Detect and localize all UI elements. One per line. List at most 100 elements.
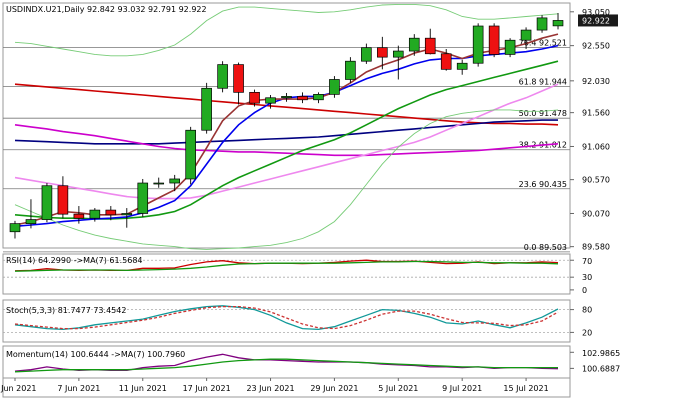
- candle: [153, 177, 165, 188]
- candle-body: [472, 25, 484, 64]
- candle: [313, 92, 324, 104]
- date-label: 23 Jun 2021: [246, 384, 294, 393]
- candle-body: [73, 213, 85, 219]
- candle: [504, 38, 516, 58]
- candle-body: [185, 129, 196, 180]
- candle-body: [169, 178, 181, 184]
- candle-body: [361, 47, 372, 62]
- candle-body: [137, 182, 149, 214]
- candle-body: [233, 64, 244, 93]
- date-label: 1 Jun 2021: [0, 384, 37, 393]
- candle-body: [89, 209, 101, 219]
- date-label: 11 Jun 2021: [119, 384, 167, 393]
- candle: [361, 43, 372, 64]
- candle: [392, 45, 404, 80]
- candle-body: [504, 39, 516, 55]
- candle: [25, 199, 37, 229]
- candle-body: [153, 182, 165, 185]
- candle-body: [281, 96, 292, 99]
- candle-body: [105, 209, 117, 216]
- panel-tick-label: 70: [582, 257, 592, 266]
- candle: [472, 23, 484, 67]
- panel-frame-1: [2, 253, 571, 295]
- candle-body: [536, 17, 548, 31]
- candle-body: [440, 53, 452, 70]
- candle: [105, 206, 117, 221]
- candle-body: [520, 29, 532, 41]
- panel-tick-label: 102.9865: [582, 349, 620, 358]
- candle-body: [313, 94, 324, 101]
- candle: [536, 15, 548, 33]
- overlay-line: [14, 83, 559, 200]
- candle-body: [456, 62, 468, 70]
- date-axis-frame: [2, 377, 571, 398]
- price-tick-label: 90.570: [582, 176, 610, 185]
- candle: [57, 176, 69, 219]
- candle: [201, 82, 212, 134]
- candle: [424, 28, 436, 55]
- fib-label: 23.6 90.435: [519, 180, 567, 189]
- candle: [329, 76, 340, 98]
- candle: [185, 126, 196, 185]
- fib-label: 61.8 91.944: [519, 78, 567, 87]
- fib-label: 76.4 92.521: [519, 39, 567, 48]
- stoch-label: Stoch(5,3,3) 81.7477 73.4542: [6, 306, 126, 315]
- indicator-line: [14, 358, 558, 373]
- candle: [233, 62, 244, 105]
- candle: [73, 206, 85, 224]
- candle: [520, 27, 532, 50]
- candle: [552, 13, 564, 30]
- candle-body: [57, 185, 69, 215]
- price-tick-label: 92.550: [582, 42, 610, 51]
- panel-tick-label: 80: [582, 306, 592, 315]
- candle-body: [121, 213, 133, 216]
- candle: [121, 208, 133, 228]
- candle: [297, 92, 308, 104]
- symbol-label: USDINDX.U21,Daily 92.842 93.032 92.791 9…: [6, 5, 207, 14]
- overlay-line: [14, 119, 558, 145]
- date-label: 9 Jul 2021: [442, 384, 482, 393]
- candle-body: [552, 20, 564, 27]
- candle: [345, 57, 356, 83]
- candle: [265, 95, 276, 109]
- rsi-label: RSI(14) 64.2990 ->MA(7) 61.5684: [6, 256, 143, 265]
- overlay-line: [14, 124, 559, 157]
- candle-body: [424, 37, 436, 55]
- candle: [169, 174, 181, 192]
- candle: [281, 93, 292, 102]
- candle: [456, 59, 468, 75]
- date-label: 7 Jun 2021: [57, 384, 100, 393]
- panel-tick-label: 20: [582, 328, 592, 337]
- candle-body: [392, 50, 404, 58]
- candle-body: [408, 37, 420, 52]
- candle: [137, 178, 149, 217]
- panel-tick-label: 100.6887: [582, 364, 620, 373]
- candle-body: [25, 219, 37, 224]
- candle-body: [201, 87, 212, 131]
- candle-body: [297, 96, 308, 101]
- price-tick-label: 89.580: [582, 243, 610, 252]
- candle: [440, 49, 452, 71]
- candle-body: [265, 97, 276, 104]
- candle: [377, 36, 388, 70]
- price-tick-label: 91.060: [582, 142, 610, 151]
- current-price-label: 92.922: [582, 16, 610, 25]
- date-label: 15 Jul 2021: [503, 384, 548, 393]
- indicator-line: [14, 260, 559, 272]
- overlay-line: [14, 109, 559, 250]
- candle-body: [217, 64, 228, 89]
- overlay-line: [14, 3, 559, 57]
- current-price-tag: [578, 14, 618, 27]
- price-tick-label: 92.030: [582, 77, 610, 86]
- date-label: 5 Jul 2021: [378, 384, 418, 393]
- panel-tick-label: 0: [582, 286, 587, 295]
- candle: [41, 183, 53, 223]
- candle: [408, 34, 420, 56]
- candle-body: [9, 223, 21, 233]
- candle: [89, 208, 101, 222]
- date-label: 17 Jun 2021: [183, 384, 231, 393]
- date-label: 29 Jun 2021: [310, 384, 358, 393]
- candle: [488, 23, 500, 58]
